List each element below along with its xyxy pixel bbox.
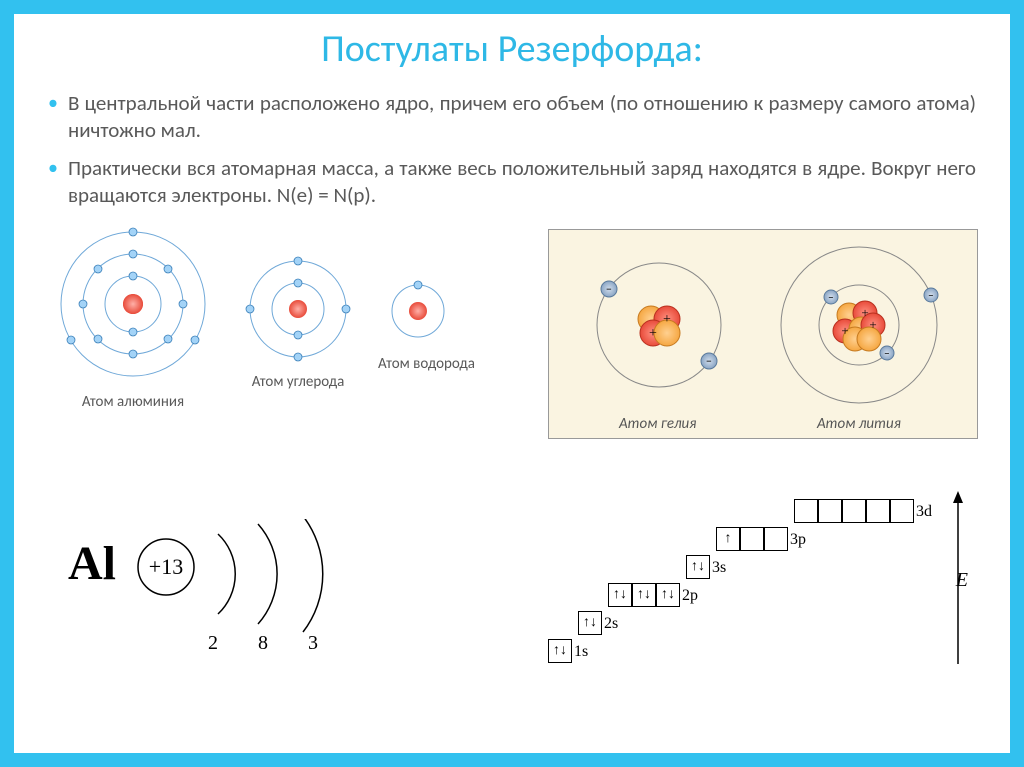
al-symbol: Al [68,537,116,590]
svg-text:−: − [884,347,889,360]
bullet-text: В центральной части расположено ядро, пр… [68,90,976,145]
bullet-marker-icon: • [48,90,58,116]
orbital-box: ↑↓ [686,555,710,579]
orbital-level-label: 1s [574,643,588,661]
lithium-label: Атом лития [817,415,901,433]
orbital-level-label: 3d [916,503,932,521]
atom-hydrogen-label: Атом водорода [378,355,475,373]
svg-text:+: + [869,317,876,332]
svg-text:8: 8 [258,632,268,654]
orbital-box [890,499,914,523]
helium-label: Атом гелия [619,415,696,433]
nucleus-detail-box: + + − − [548,229,978,439]
svg-text:−: − [928,289,933,302]
orbital-box [794,499,818,523]
svg-text:+: + [649,326,657,341]
atom-aluminum-svg [48,219,218,389]
atom-carbon-svg [238,249,358,369]
al-config-svg: Al +13 2 8 3 [58,519,398,669]
orbital-box: ↑↓ [548,639,572,663]
bullet-marker-icon: • [48,155,58,181]
orbital-box [866,499,890,523]
svg-text:+: + [841,323,848,338]
orbital-box [842,499,866,523]
orbital-box [818,499,842,523]
helium-lithium-svg: + + − − [549,230,979,440]
orbital-diagram: ↑↓1s↑↓2s↑↓↑↓↑↓2p↑↓3s↑3p3d E [548,489,978,669]
orbital-box [764,527,788,551]
atom-carbon-label: Атом углерода [238,373,358,391]
energy-label: E [956,569,968,592]
svg-text:−: − [828,291,833,304]
orbital-box: ↑↓ [608,583,632,607]
svg-text:3: 3 [308,632,318,654]
bullet-item: • Практически вся атомарная масса, а так… [48,155,976,210]
bullet-item: • В центральной части расположено ядро, … [48,90,976,145]
orbital-box [740,527,764,551]
aluminum-config: Al +13 2 8 3 [58,519,398,674]
atom-hydrogen: Атом водорода [378,271,475,373]
diagrams-area: Атом алюминия Атом углерода [48,219,976,679]
svg-text:2: 2 [208,632,218,654]
svg-text:−: − [606,283,612,297]
atom-aluminum: Атом алюминия [48,219,218,411]
orbital-box: ↑↓ [578,611,602,635]
atom-carbon: Атом углерода [238,249,358,391]
orbital-level-label: 3s [712,559,726,577]
atom-aluminum-label: Атом алюминия [48,393,218,411]
svg-text:+: + [663,312,671,327]
orbital-box: ↑↓ [656,583,680,607]
bullet-list: • В центральной части расположено ядро, … [48,90,976,209]
orbital-level-label: 3p [790,531,806,549]
slide-frame: Постулаты Резерфорда: • В центральной ча… [0,0,1024,767]
svg-text:+: + [861,305,868,320]
orbital-level-label: 2s [604,615,618,633]
atom-hydrogen-svg [378,271,458,351]
slide-title: Постулаты Резерфорда: [48,26,976,72]
svg-text:+13: +13 [149,554,183,579]
orbital-box: ↑ [716,527,740,551]
orbital-box: ↑↓ [632,583,656,607]
orbital-level-label: 2p [682,587,698,605]
svg-text:−: − [706,355,712,369]
bullet-text: Практически вся атомарная масса, а также… [68,155,976,210]
